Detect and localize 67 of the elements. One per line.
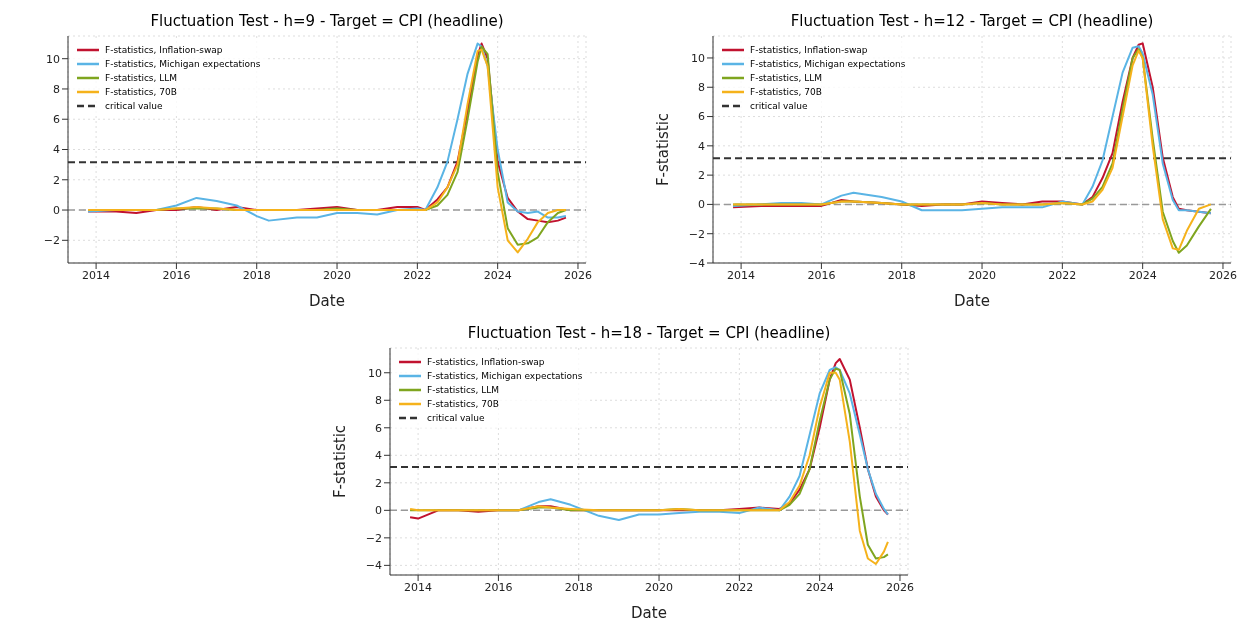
- y-tick-label: 8: [698, 81, 705, 95]
- x-tick-label: 2018: [564, 580, 593, 594]
- legend-label: F-statistics, Michigan expectations: [105, 58, 261, 71]
- y-tick-label: 2: [53, 173, 60, 187]
- y-tick-label: 10: [368, 366, 382, 380]
- y-tick-label: −4: [688, 256, 705, 270]
- legend-label: F-statistics, 70B: [105, 86, 177, 99]
- x-tick-label: 2018: [887, 268, 916, 282]
- y-tick-label: 6: [53, 113, 60, 127]
- legend-label: F-statistics, 70B: [750, 86, 822, 99]
- x-tick-label: 2014: [82, 268, 111, 282]
- y-tick-label: 2: [375, 476, 382, 490]
- y-tick-label: 4: [53, 143, 60, 157]
- y-tick-label: −2: [688, 227, 705, 241]
- y-tick-label: 8: [53, 82, 60, 96]
- y-tick-label: 8: [375, 394, 382, 408]
- x-tick-label: 2018: [242, 268, 271, 282]
- legend-label: critical value: [105, 100, 163, 113]
- x-tick-label: 2022: [725, 580, 754, 594]
- legend-label: critical value: [750, 100, 808, 113]
- legend-label: critical value: [427, 412, 485, 425]
- legend-label: F-statistics, Inflation-swap: [750, 44, 868, 57]
- x-tick-label: 2026: [1208, 268, 1237, 282]
- y-tick-label: 0: [375, 504, 382, 518]
- y-tick-label: 0: [53, 203, 60, 217]
- y-tick-label: 6: [375, 421, 382, 435]
- legend-label: F-statistics, 70B: [427, 398, 499, 411]
- x-tick-label: 2014: [404, 580, 433, 594]
- legend-label: F-statistics, LLM: [105, 72, 178, 85]
- x-tick-label: 2020: [968, 268, 997, 282]
- x-tick-label: 2020: [645, 580, 674, 594]
- x-tick-label: 2024: [483, 268, 512, 282]
- x-axis-title: Date: [631, 604, 667, 622]
- x-tick-label: 2026: [885, 580, 914, 594]
- x-tick-label: 2024: [1128, 268, 1157, 282]
- chart-title: Fluctuation Test - h=12 - Target = CPI (headline): [789, 12, 1155, 30]
- y-tick-label: 6: [698, 110, 705, 124]
- y-tick-label: −2: [365, 531, 382, 545]
- y-tick-label: −4: [365, 559, 382, 573]
- x-tick-label: 2016: [484, 580, 513, 594]
- y-tick-label: −2: [43, 234, 60, 248]
- x-tick-label: 2020: [323, 268, 352, 282]
- legend-label: F-statistics, LLM: [427, 384, 500, 397]
- x-tick-label: 2026: [563, 268, 592, 282]
- y-tick-label: 4: [375, 449, 382, 463]
- y-tick-label: 4: [698, 139, 705, 153]
- chart-title: Fluctuation Test - h=18 - Target = CPI (headline): [466, 324, 832, 342]
- legend-label: F-statistics, Michigan expectations: [427, 370, 583, 383]
- y-tick-label: 0: [698, 198, 705, 212]
- x-tick-label: 2022: [1048, 268, 1077, 282]
- x-tick-label: 2016: [807, 268, 836, 282]
- y-tick-label: 10: [46, 52, 60, 66]
- legend-label: F-statistics, LLM: [750, 72, 823, 85]
- y-tick-label: 2: [698, 169, 705, 183]
- x-tick-label: 2022: [403, 268, 432, 282]
- x-axis-title: Date: [309, 292, 345, 310]
- chart-title: Fluctuation Test - h=9 - Target = CPI (headline): [149, 12, 505, 30]
- y-tick-label: 10: [691, 51, 705, 65]
- legend-label: F-statistics, Michigan expectations: [750, 58, 906, 71]
- y-axis-title: F-statistic: [654, 112, 673, 187]
- x-axis-title: Date: [954, 292, 990, 310]
- x-tick-label: 2016: [162, 268, 191, 282]
- x-tick-label: 2024: [805, 580, 834, 594]
- y-axis-title: F-statistic: [331, 424, 350, 499]
- legend-label: F-statistics, Inflation-swap: [105, 44, 223, 57]
- x-tick-label: 2014: [727, 268, 756, 282]
- legend-label: F-statistics, Inflation-swap: [427, 356, 545, 369]
